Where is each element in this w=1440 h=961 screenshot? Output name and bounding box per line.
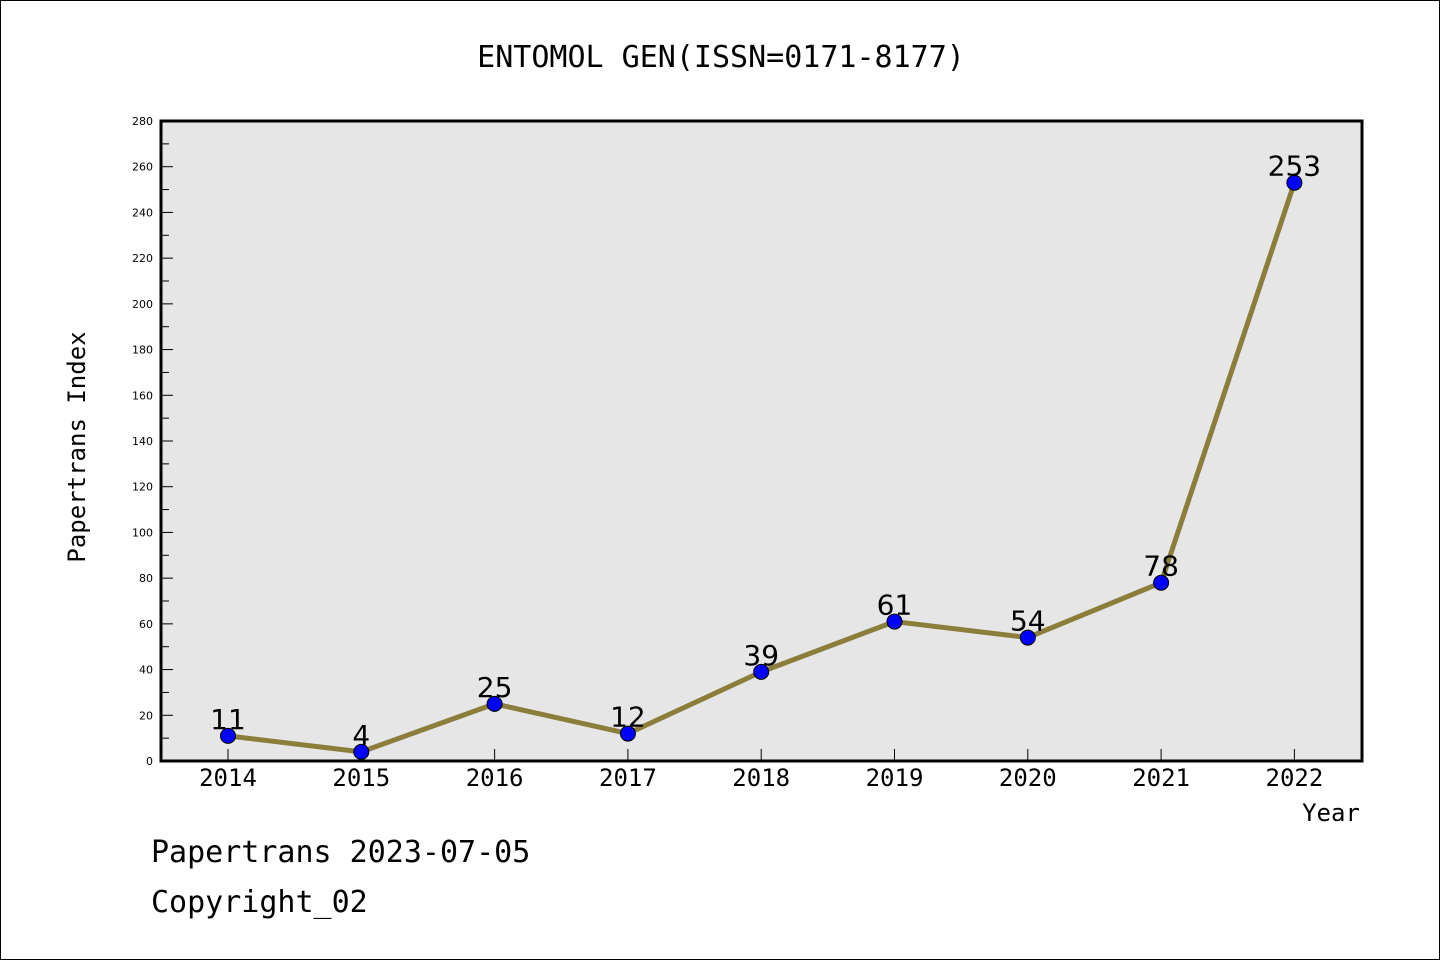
data-point	[1286, 174, 1303, 191]
y-tick-label: 60	[139, 618, 153, 631]
data-point	[886, 613, 903, 630]
x-tick-label: 2020	[999, 764, 1057, 792]
x-tick-label: 2015	[332, 764, 390, 792]
y-tick-label: 0	[146, 755, 153, 768]
y-tick-label: 280	[132, 115, 153, 128]
x-tick-label: 2022	[1266, 764, 1324, 792]
y-tick-label: 240	[132, 206, 153, 219]
y-tick-label: 260	[132, 161, 153, 174]
y-tick-label: 220	[132, 252, 153, 265]
y-tick-label: 120	[132, 481, 153, 494]
data-point	[619, 725, 636, 742]
y-tick-label: 180	[132, 344, 153, 357]
chart-title: ENTOMOL GEN(ISSN=0171-8177)	[477, 40, 965, 75]
data-point	[486, 695, 503, 712]
y-tick-label: 200	[132, 298, 153, 311]
data-label: 61	[877, 589, 913, 622]
data-label: 39	[743, 639, 779, 672]
x-tick-label: 2017	[599, 764, 657, 792]
y-tick-label: 140	[132, 435, 153, 448]
data-point	[1019, 629, 1036, 646]
x-axis-label: Year	[1302, 799, 1360, 827]
data-point	[353, 743, 370, 760]
data-label: 78	[1143, 550, 1179, 583]
data-label: 11	[210, 703, 246, 736]
y-tick-label: 100	[132, 526, 153, 539]
data-label: 4	[352, 719, 370, 752]
plot-area	[159, 119, 1364, 763]
x-tick-label: 2018	[732, 764, 790, 792]
y-tick-label: 40	[139, 664, 153, 677]
data-label: 253	[1268, 150, 1321, 183]
data-label: 54	[1010, 605, 1046, 638]
x-tick-label: 2021	[1132, 764, 1190, 792]
y-tick-label: 80	[139, 572, 153, 585]
x-tick-label: 2016	[466, 764, 524, 792]
data-point	[220, 727, 236, 744]
data-point	[1153, 574, 1170, 591]
data-label: 25	[477, 671, 513, 704]
y-axis: 0 20 40 60 80 100 120 140 160 180 200 220 240 260 280	[132, 115, 173, 768]
x-tick-label: 2014	[199, 764, 257, 792]
x-axis: 2014 2015 2016 2017 2018 2019 2020 2021 2022	[199, 749, 1323, 792]
y-tick-label: 20	[139, 709, 153, 722]
data-point	[753, 663, 770, 680]
footer-copyright: Copyright_02	[151, 885, 368, 920]
series-layer: 11 4 25 12 39 61 54 78 253	[210, 150, 1321, 760]
data-label: 12	[610, 701, 646, 734]
y-tick-label: 160	[132, 389, 153, 402]
y-axis-label: Papertrans Index	[63, 331, 91, 562]
footer-date: Papertrans 2023-07-05	[151, 835, 531, 870]
x-tick-label: 2019	[866, 764, 924, 792]
